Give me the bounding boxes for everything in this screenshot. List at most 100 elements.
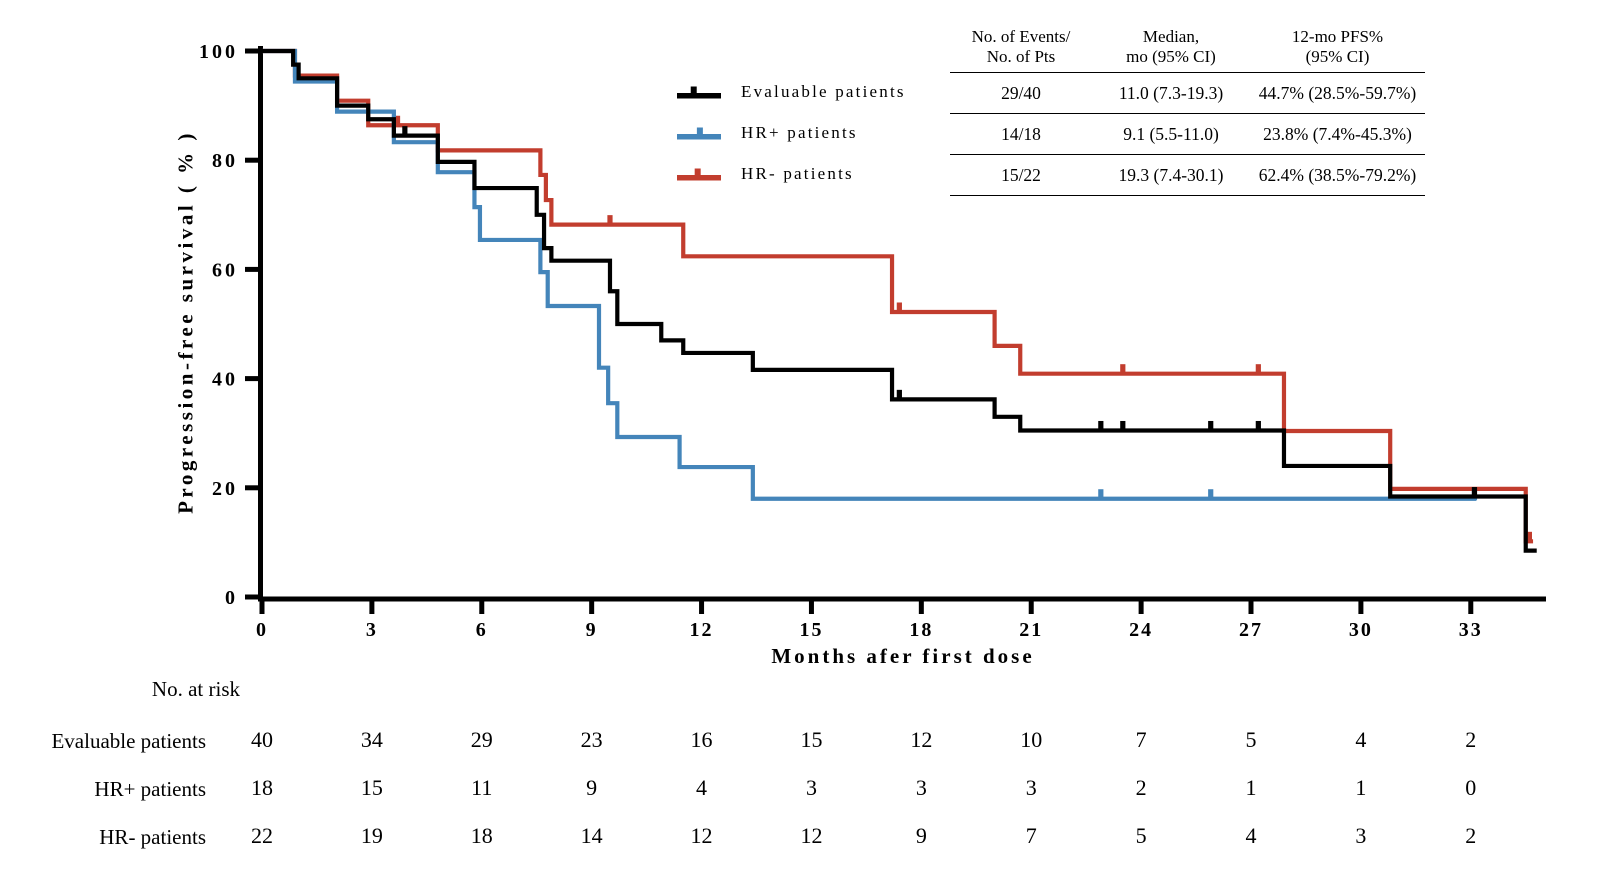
risk-count: 5 (1135, 823, 1147, 848)
x-tick-label: 21 (1019, 619, 1043, 641)
stats-cell: 14/18 (950, 114, 1092, 155)
x-tick-label: 30 (1349, 619, 1373, 641)
censor-tick (1526, 531, 1532, 543)
censor-tick (402, 126, 408, 138)
risk-count: 18 (251, 775, 273, 800)
x-tick-label: 0 (256, 619, 268, 641)
y-tick-label: 20 (212, 478, 238, 500)
stats-header-median: Median, mo (95% CI) (1092, 26, 1250, 73)
risk-row-label-hr-plus: HR+ patients (94, 777, 206, 801)
stats-cell: 19.3 (7.4-30.1) (1092, 155, 1250, 196)
censor-tick (896, 302, 902, 314)
risk-count: 34 (360, 727, 383, 752)
km-curve-evaluable-patients (262, 48, 1537, 553)
risk-count: 15 (800, 727, 823, 752)
stats-table: No. of Events/ No. of Pts Median, mo (95… (950, 26, 1425, 196)
risk-count: 22 (251, 823, 273, 848)
legend-label: HR+ patients (741, 123, 858, 142)
x-axis-title: Months afer first dose (771, 644, 1035, 668)
risk-count: 3 (1355, 823, 1367, 848)
km-curve-hr-patients (262, 48, 1534, 544)
x-tick-label: 15 (799, 619, 823, 641)
risk-count: 12 (800, 823, 823, 848)
legend-symbol-svg (677, 86, 721, 99)
y-tick-label: 0 (225, 587, 238, 609)
x-tick-label: 6 (476, 619, 488, 641)
censor-tick (607, 215, 613, 227)
censor-tick (1098, 489, 1104, 501)
legend-entry-hr-minus: HR- patients (677, 162, 854, 186)
risk-count: 4 (1355, 727, 1367, 752)
y-tick-label: 80 (212, 150, 238, 172)
censor-tick (1255, 364, 1261, 376)
risk-count: 5 (1245, 727, 1257, 752)
risk-count: 2 (1465, 727, 1477, 752)
x-tick-label: 12 (690, 619, 714, 641)
stats-cell: 11.0 (7.3-19.3) (1092, 73, 1250, 114)
risk-count: 12 (910, 727, 933, 752)
risk-row-label-evaluable: Evaluable patients (51, 729, 206, 753)
legend-entry-evaluable: Evaluable patients (677, 80, 906, 104)
legend-symbol-svg (677, 127, 721, 140)
censor-tick (1120, 420, 1126, 432)
risk-count: 2 (1465, 823, 1477, 848)
risk-count: 0 (1465, 775, 1477, 800)
risk-count: 29 (470, 727, 493, 752)
x-tick-label: 24 (1129, 619, 1153, 641)
blue-km-line-icon (677, 125, 721, 141)
risk-count: 14 (580, 823, 603, 848)
x-tick-label: 33 (1459, 619, 1483, 641)
risk-count: 7 (1025, 823, 1037, 848)
stats-cell: 15/22 (950, 155, 1092, 196)
stats-cell: 9.1 (5.5-11.0) (1092, 114, 1250, 155)
stats-cell: 62.4% (38.5%-79.2%) (1250, 155, 1425, 196)
stats-cell: 44.7% (28.5%-59.7%) (1250, 73, 1425, 114)
risk-count: 1 (1245, 775, 1257, 800)
black-km-line-icon (677, 84, 721, 100)
risk-count: 1 (1355, 775, 1367, 800)
legend-entry-hr-plus: HR+ patients (677, 121, 858, 145)
risk-count: 40 (251, 727, 273, 752)
x-tick-label: 9 (586, 619, 598, 641)
risk-count: 19 (360, 823, 383, 848)
risk-count: 7 (1135, 727, 1147, 752)
risk-count: 10 (1020, 727, 1043, 752)
risk-count: 15 (360, 775, 383, 800)
y-tick-label: 40 (212, 369, 238, 391)
legend-symbol-svg (677, 168, 721, 181)
stats-header-pfs: 12-mo PFS% (95% CI) (1250, 26, 1425, 73)
x-tick-label: 18 (909, 619, 933, 641)
risk-count: 3 (915, 775, 927, 800)
y-tick-label: 100 (199, 41, 238, 63)
risk-count: 9 (586, 775, 598, 800)
risk-count: 3 (1025, 775, 1037, 800)
censor-tick (1255, 420, 1261, 432)
stats-cell: 23.8% (7.4%-45.3%) (1250, 114, 1425, 155)
censor-tick (1120, 364, 1126, 376)
risk-count: 2 (1135, 775, 1147, 800)
risk-count: 23 (580, 727, 603, 752)
y-axis-title: Progression-free survival ( % ) (173, 130, 198, 514)
censor-tick (394, 115, 401, 127)
legend-label: HR- patients (741, 164, 854, 183)
censor-tick (1208, 420, 1214, 432)
risk-table-title: No. at risk (151, 677, 240, 701)
risk-count: 16 (690, 727, 713, 752)
risk-count: 11 (471, 775, 493, 800)
legend-label: Evaluable patients (741, 82, 906, 101)
stats-header-events: No. of Events/ No. of Pts (950, 26, 1092, 73)
censor-tick (1471, 487, 1478, 499)
risk-count: 3 (805, 775, 817, 800)
risk-count: 9 (915, 823, 927, 848)
risk-count: 4 (696, 775, 708, 800)
censor-tick (896, 389, 902, 401)
risk-row-label-hr-minus: HR- patients (99, 825, 206, 849)
stats-cell: 29/40 (950, 73, 1092, 114)
censor-tick (1098, 420, 1104, 432)
km-curve-hr-patients (262, 48, 1477, 501)
red-km-line-icon (677, 166, 721, 182)
risk-count: 12 (690, 823, 713, 848)
risk-count: 18 (470, 823, 493, 848)
